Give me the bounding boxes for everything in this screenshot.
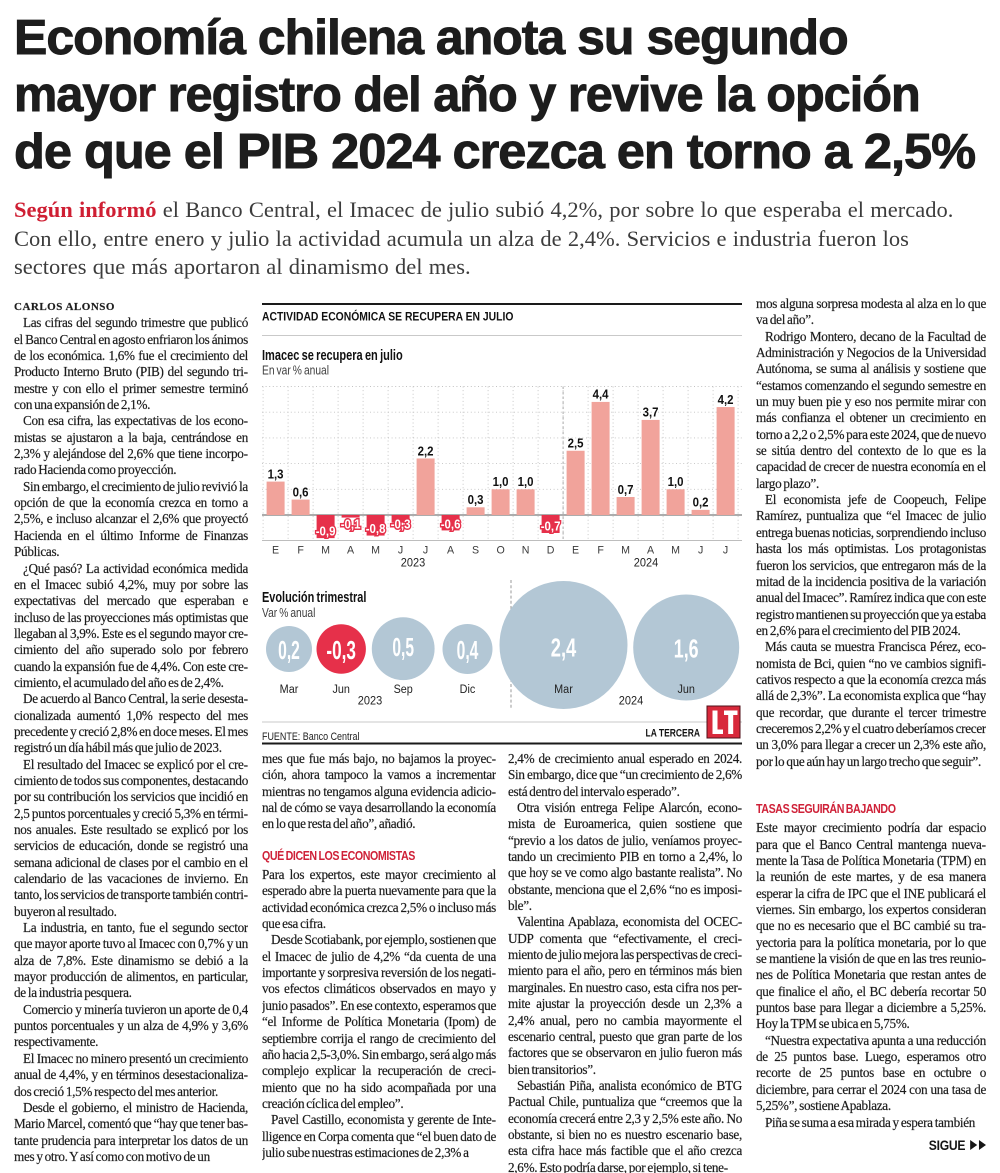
svg-text:J: J xyxy=(698,544,703,556)
svg-text:Sep: Sep xyxy=(394,683,413,696)
svg-text:J: J xyxy=(723,544,728,556)
svg-text:Imacec se recupera en julio: Imacec se recupera en julio xyxy=(262,346,403,363)
svg-text:F: F xyxy=(597,544,604,556)
svg-text:ACTIVIDAD ECONÓMICA SE RECUPER: ACTIVIDAD ECONÓMICA SE RECUPERA EN JULIO xyxy=(262,310,514,324)
svg-text:En var % anual: En var % anual xyxy=(262,365,329,378)
svg-text:E: E xyxy=(272,544,279,556)
svg-text:2023: 2023 xyxy=(401,556,425,570)
svg-text:Jun: Jun xyxy=(677,683,694,696)
svg-text:0,3: 0,3 xyxy=(468,492,484,507)
svg-text:A: A xyxy=(447,544,455,556)
svg-text:-0,7: -0,7 xyxy=(541,519,561,534)
svg-text:0,4: 0,4 xyxy=(457,636,479,665)
svg-text:-0,3: -0,3 xyxy=(391,517,411,532)
svg-text:Evolución trimestral: Evolución trimestral xyxy=(262,588,366,605)
svg-text:J: J xyxy=(423,544,428,556)
svg-text:Mar: Mar xyxy=(280,683,299,696)
svg-text:3,7: 3,7 xyxy=(643,405,659,420)
svg-text:2024: 2024 xyxy=(634,556,659,570)
svg-text:J: J xyxy=(398,544,403,556)
svg-text:FUENTE: Banco Central: FUENTE: Banco Central xyxy=(262,731,359,743)
svg-text:2,5: 2,5 xyxy=(568,436,584,451)
svg-text:4,2: 4,2 xyxy=(718,392,734,407)
svg-text:0,7: 0,7 xyxy=(618,482,634,497)
svg-text:2,2: 2,2 xyxy=(418,444,434,459)
svg-text:2024: 2024 xyxy=(619,694,644,708)
svg-text:-0,3: -0,3 xyxy=(326,635,356,665)
svg-text:M: M xyxy=(321,544,330,556)
svg-text:2,4: 2,4 xyxy=(551,634,577,663)
svg-text:-0,6: -0,6 xyxy=(441,517,461,532)
svg-text:1,0: 1,0 xyxy=(668,474,684,489)
svg-text:-0,9: -0,9 xyxy=(316,524,336,539)
svg-text:LA TERCERA: LA TERCERA xyxy=(646,727,700,739)
svg-text:A: A xyxy=(647,544,655,556)
svg-text:M: M xyxy=(621,544,630,556)
svg-text:E: E xyxy=(572,544,579,556)
svg-text:Dic: Dic xyxy=(460,683,476,696)
svg-text:2023: 2023 xyxy=(358,694,382,708)
svg-text:O: O xyxy=(496,544,504,556)
svg-text:0,5: 0,5 xyxy=(392,633,414,662)
svg-text:Jun: Jun xyxy=(332,683,349,696)
svg-text:D: D xyxy=(547,544,555,556)
svg-text:1,6: 1,6 xyxy=(674,634,699,663)
svg-text:0,2: 0,2 xyxy=(693,495,709,510)
svg-text:Var % anual: Var % anual xyxy=(262,607,315,620)
svg-text:1,0: 1,0 xyxy=(518,474,534,489)
svg-text:4,4: 4,4 xyxy=(593,387,609,402)
svg-text:S: S xyxy=(472,544,479,556)
svg-text:M: M xyxy=(371,544,380,556)
svg-text:0,6: 0,6 xyxy=(293,485,309,500)
svg-text:0,2: 0,2 xyxy=(278,636,300,665)
svg-text:M: M xyxy=(671,544,680,556)
svg-text:Mar: Mar xyxy=(554,683,573,696)
svg-text:1,3: 1,3 xyxy=(268,467,284,482)
svg-text:F: F xyxy=(297,544,304,556)
svg-text:-0,1: -0,1 xyxy=(341,517,361,532)
svg-text:1,0: 1,0 xyxy=(493,474,509,489)
svg-text:A: A xyxy=(347,544,355,556)
svg-text:-0,8: -0,8 xyxy=(366,521,386,536)
svg-text:N: N xyxy=(522,544,530,556)
